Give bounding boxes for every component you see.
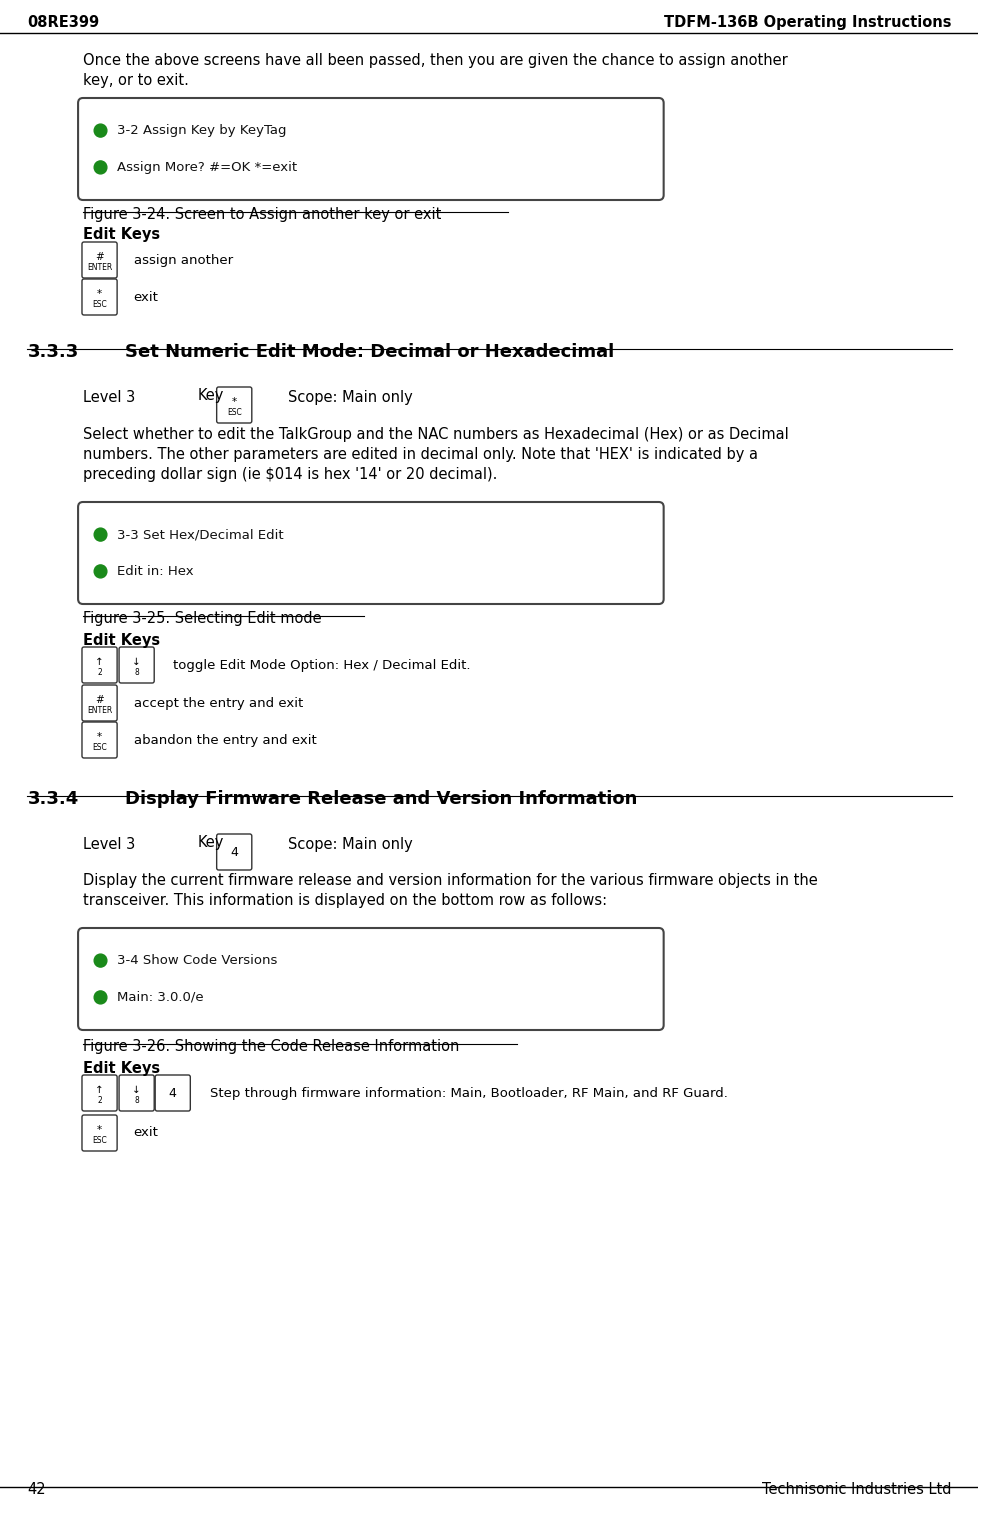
Text: assign another: assign another bbox=[133, 253, 232, 267]
Text: Figure 3-26. Showing the Code Release Information: Figure 3-26. Showing the Code Release In… bbox=[83, 1039, 459, 1054]
Text: 8: 8 bbox=[134, 1095, 139, 1104]
Text: 4: 4 bbox=[168, 1086, 176, 1100]
Text: #: # bbox=[95, 251, 104, 262]
Text: Assign More? #=OK *=exit: Assign More? #=OK *=exit bbox=[117, 161, 298, 174]
Text: 3-4 Show Code Versions: 3-4 Show Code Versions bbox=[117, 954, 278, 967]
Text: Key: Key bbox=[198, 835, 224, 850]
Text: *: * bbox=[97, 289, 102, 298]
Circle shape bbox=[94, 161, 107, 174]
Text: Figure 3-25. Selecting Edit mode: Figure 3-25. Selecting Edit mode bbox=[83, 611, 322, 626]
Text: Edit Keys: Edit Keys bbox=[83, 1060, 160, 1076]
Text: Select whether to edit the TalkGroup and the NAC numbers as Hexadecimal (Hex) or: Select whether to edit the TalkGroup and… bbox=[83, 427, 789, 482]
Text: Level 3: Level 3 bbox=[83, 836, 135, 851]
Text: *: * bbox=[231, 397, 236, 408]
Text: 08RE399: 08RE399 bbox=[27, 15, 99, 30]
Text: Scope: Main only: Scope: Main only bbox=[288, 389, 413, 405]
Text: ENTER: ENTER bbox=[87, 262, 112, 271]
Text: ↓: ↓ bbox=[132, 1085, 141, 1095]
Text: Display Firmware Release and Version Information: Display Firmware Release and Version Inf… bbox=[125, 789, 637, 807]
Text: ESC: ESC bbox=[92, 1136, 107, 1144]
Text: Scope: Main only: Scope: Main only bbox=[288, 836, 413, 851]
Text: ESC: ESC bbox=[92, 300, 107, 309]
Text: Step through firmware information: Main, Bootloader, RF Main, and RF Guard.: Step through firmware information: Main,… bbox=[209, 1086, 727, 1100]
FancyBboxPatch shape bbox=[82, 685, 117, 721]
Text: ↑: ↑ bbox=[95, 658, 104, 667]
Text: 3-2 Assign Key by KeyTag: 3-2 Assign Key by KeyTag bbox=[117, 124, 287, 136]
Text: 3.3.3: 3.3.3 bbox=[27, 342, 78, 361]
Text: exit: exit bbox=[133, 291, 158, 303]
Text: *: * bbox=[97, 732, 102, 742]
FancyBboxPatch shape bbox=[216, 833, 252, 870]
Text: ↓: ↓ bbox=[132, 658, 141, 667]
FancyBboxPatch shape bbox=[82, 723, 117, 758]
Text: accept the entry and exit: accept the entry and exit bbox=[133, 697, 303, 709]
FancyBboxPatch shape bbox=[119, 1076, 154, 1110]
Text: ENTER: ENTER bbox=[87, 706, 112, 715]
Text: Display the current firmware release and version information for the various fir: Display the current firmware release and… bbox=[83, 873, 818, 907]
Circle shape bbox=[94, 565, 107, 577]
Text: exit: exit bbox=[133, 1127, 158, 1139]
Text: Key: Key bbox=[198, 388, 224, 403]
Text: ↑: ↑ bbox=[95, 1085, 104, 1095]
Text: 2: 2 bbox=[97, 668, 102, 677]
Text: Main: 3.0.0/e: Main: 3.0.0/e bbox=[117, 991, 203, 1004]
Text: TDFM-136B Operating Instructions: TDFM-136B Operating Instructions bbox=[664, 15, 952, 30]
Text: 42: 42 bbox=[27, 1482, 46, 1497]
FancyBboxPatch shape bbox=[78, 929, 663, 1030]
Text: 3.3.4: 3.3.4 bbox=[27, 789, 78, 807]
Text: Level 3: Level 3 bbox=[83, 389, 135, 405]
Text: 2: 2 bbox=[97, 1095, 102, 1104]
Text: Technisonic Industries Ltd: Technisonic Industries Ltd bbox=[763, 1482, 952, 1497]
Circle shape bbox=[94, 991, 107, 1004]
Text: Edit Keys: Edit Keys bbox=[83, 227, 160, 242]
Text: *: * bbox=[97, 1124, 102, 1135]
FancyBboxPatch shape bbox=[155, 1076, 190, 1110]
Circle shape bbox=[94, 954, 107, 967]
Circle shape bbox=[94, 529, 107, 541]
FancyBboxPatch shape bbox=[78, 501, 663, 604]
Circle shape bbox=[94, 124, 107, 136]
Text: Figure 3-24. Screen to Assign another key or exit: Figure 3-24. Screen to Assign another ke… bbox=[83, 208, 441, 223]
FancyBboxPatch shape bbox=[82, 242, 117, 277]
Text: 8: 8 bbox=[134, 668, 139, 677]
FancyBboxPatch shape bbox=[82, 1115, 117, 1151]
Text: abandon the entry and exit: abandon the entry and exit bbox=[133, 733, 317, 747]
Text: ESC: ESC bbox=[92, 742, 107, 751]
Text: Edit Keys: Edit Keys bbox=[83, 633, 160, 648]
Text: Set Numeric Edit Mode: Decimal or Hexadecimal: Set Numeric Edit Mode: Decimal or Hexade… bbox=[125, 342, 614, 361]
Text: Edit in: Hex: Edit in: Hex bbox=[117, 565, 193, 577]
Text: toggle Edit Mode Option: Hex / Decimal Edit.: toggle Edit Mode Option: Hex / Decimal E… bbox=[172, 659, 470, 671]
Text: 3-3 Set Hex/Decimal Edit: 3-3 Set Hex/Decimal Edit bbox=[117, 529, 284, 541]
Text: Once the above screens have all been passed, then you are given the chance to as: Once the above screens have all been pas… bbox=[83, 53, 788, 88]
Text: 4: 4 bbox=[230, 845, 238, 859]
FancyBboxPatch shape bbox=[119, 647, 154, 683]
FancyBboxPatch shape bbox=[82, 1076, 117, 1110]
Text: ESC: ESC bbox=[226, 408, 241, 417]
FancyBboxPatch shape bbox=[78, 98, 663, 200]
FancyBboxPatch shape bbox=[216, 386, 252, 423]
FancyBboxPatch shape bbox=[82, 647, 117, 683]
Text: #: # bbox=[95, 695, 104, 704]
FancyBboxPatch shape bbox=[82, 279, 117, 315]
